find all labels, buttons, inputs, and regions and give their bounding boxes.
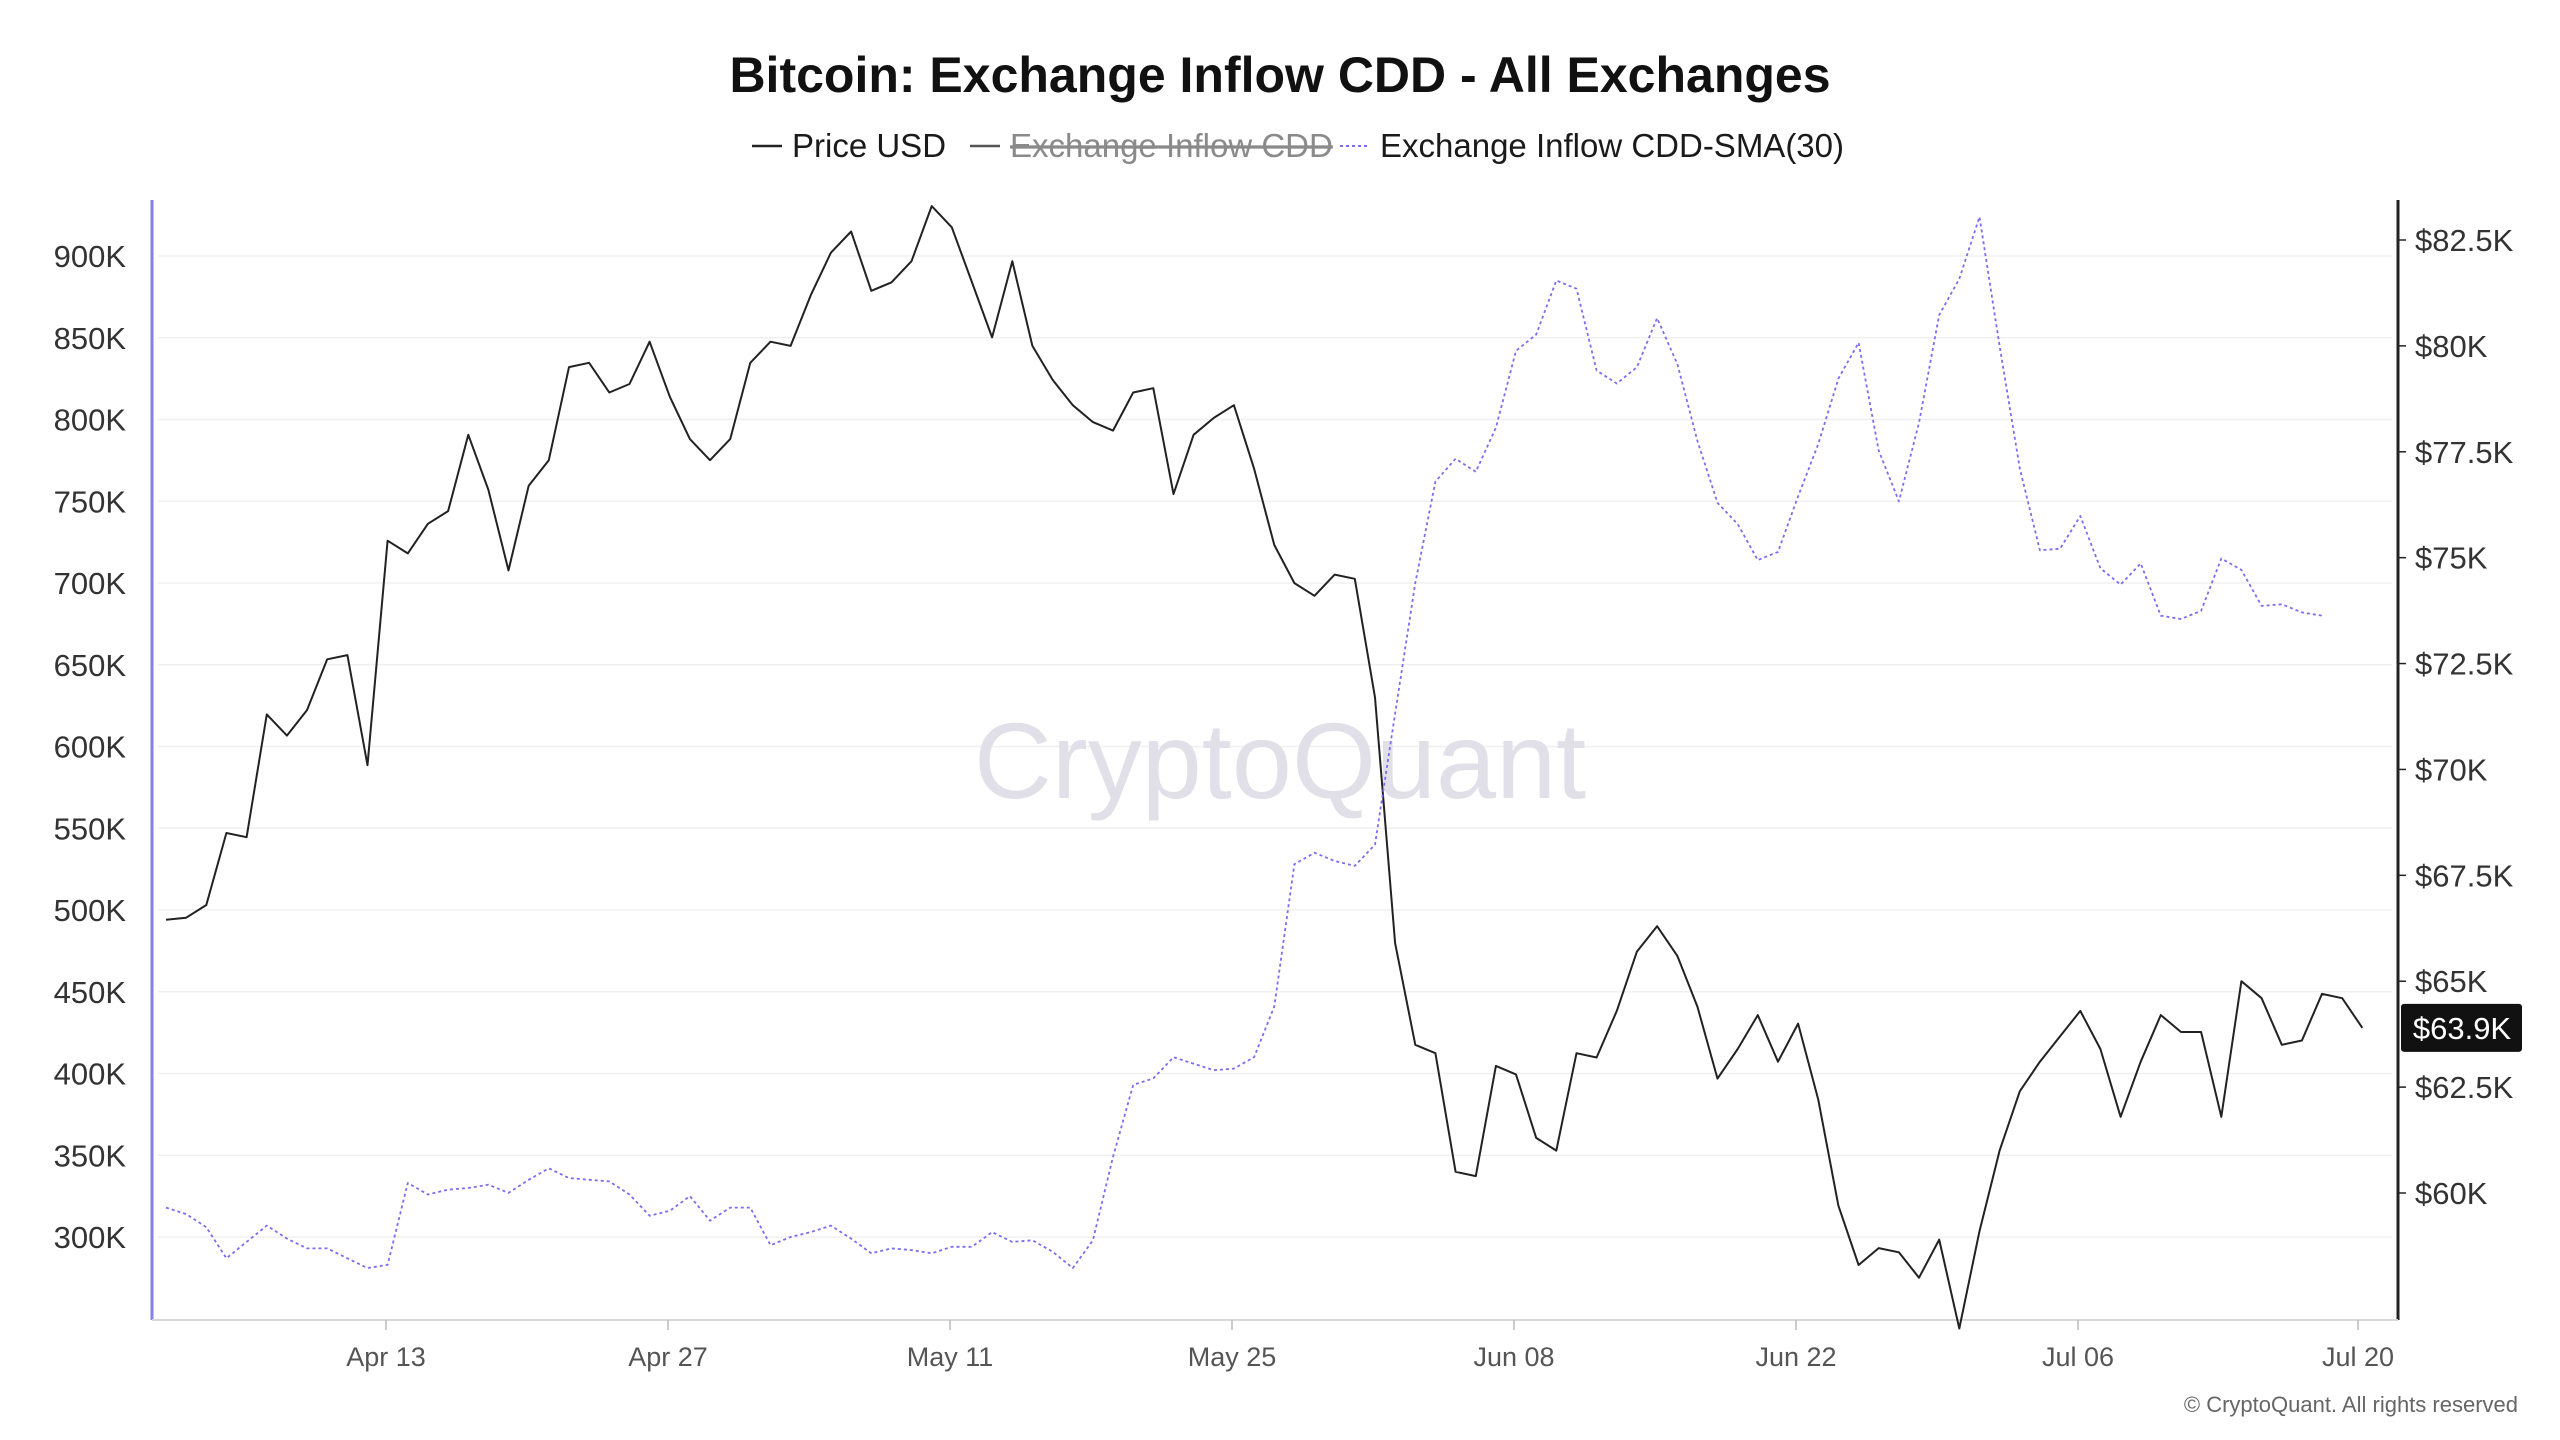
left-tick-label: 800K — [54, 403, 127, 438]
x-tick-label: Apr 13 — [346, 1342, 426, 1372]
chart-grid — [158, 255, 2392, 1238]
right-tick-label: $70K — [2415, 752, 2488, 787]
x-axis-ticks: Apr 13 Apr 27 May 11 May 25 Jun 08 Jun 22 Jul … — [346, 1320, 2394, 1372]
right-tick-label: $60K — [2415, 1176, 2488, 1211]
legend-item-label: Exchange Inflow CDD-SMA(30) — [1380, 127, 1844, 164]
chart-title: Bitcoin: Exchange Inflow CDD - All Excha… — [729, 47, 1830, 103]
last-price-badge: $63.9K — [2401, 1003, 2522, 1052]
right-tick-label: $75K — [2415, 541, 2488, 576]
left-tick-label: 400K — [54, 1057, 127, 1092]
series-line-cdd-sma30 — [165, 215, 2323, 1269]
copyright-notice: © CryptoQuant. All rights reserved — [2184, 1392, 2518, 1417]
x-tick-label: Apr 27 — [628, 1342, 708, 1372]
x-tick-label: May 25 — [1188, 1342, 1277, 1372]
last-price-badge-bg — [2401, 1003, 2522, 1052]
right-tick-label: $67.5K — [2415, 858, 2514, 893]
watermark: CryptoQuant — [974, 700, 1586, 821]
chart-legend: Price USD Exchange Inflow CDD Exchange Inf… — [752, 127, 1844, 164]
legend-item-label: Price USD — [792, 127, 946, 164]
right-tick-label: $80K — [2415, 329, 2488, 364]
last-price-label: $63.9K — [2413, 1011, 2512, 1046]
left-tick-label: 650K — [54, 648, 127, 683]
right-tick-label: $62.5K — [2415, 1070, 2514, 1105]
left-tick-label: 600K — [54, 730, 127, 765]
chart-axes — [150, 200, 2400, 1321]
right-tick-label: $65K — [2415, 964, 2488, 999]
right-tick-label: $72.5K — [2415, 647, 2514, 682]
right-tick-label: $77.5K — [2415, 435, 2514, 470]
right-axis-ticks: $60K $62.5K $65K $67.5K $70K $72.5K $75K $77.5K… — [2398, 223, 2514, 1211]
series-line-price-usd — [165, 205, 2364, 1330]
series-layer — [165, 205, 2364, 1330]
left-tick-label: 700K — [54, 566, 127, 601]
left-tick-label: 450K — [54, 975, 127, 1010]
left-tick-label: 850K — [54, 321, 127, 356]
left-tick-label: 500K — [54, 893, 127, 928]
left-axis-ticks: 300K 350K 400K 450K 500K 550K 600K 650K 700K 750K… — [54, 239, 127, 1255]
x-tick-label: Jul 06 — [2042, 1342, 2114, 1372]
right-tick-label: $82.5K — [2415, 223, 2514, 258]
left-tick-label: 350K — [54, 1138, 127, 1173]
x-tick-label: Jun 22 — [1755, 1342, 1836, 1372]
left-tick-label: 300K — [54, 1220, 127, 1255]
x-tick-label: May 11 — [907, 1342, 994, 1372]
x-tick-label: Jun 08 — [1473, 1342, 1554, 1372]
left-tick-label: 550K — [54, 811, 127, 846]
legend-item-label: Exchange Inflow CDD — [1010, 127, 1333, 164]
x-tick-label: Jul 20 — [2322, 1342, 2394, 1372]
left-tick-label: 750K — [54, 484, 127, 519]
left-tick-label: 900K — [54, 239, 127, 274]
